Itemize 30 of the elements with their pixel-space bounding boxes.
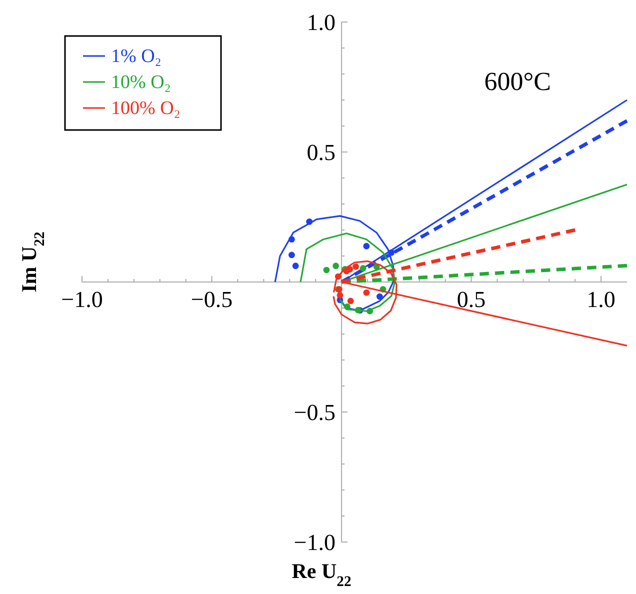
y-tick-label: −0.5 bbox=[294, 400, 336, 425]
point bbox=[336, 292, 344, 298]
point bbox=[363, 289, 370, 296]
point bbox=[352, 263, 359, 270]
point bbox=[292, 262, 299, 270]
y-tick-label: −1.0 bbox=[294, 530, 336, 555]
point bbox=[323, 266, 330, 274]
x-tick-label: −0.5 bbox=[190, 287, 233, 312]
y-tick-label: 1.0 bbox=[306, 10, 336, 35]
point bbox=[363, 242, 370, 250]
annotation: 600°C bbox=[484, 67, 552, 96]
point bbox=[344, 304, 350, 310]
x-tick-label: 1.0 bbox=[586, 287, 616, 312]
point bbox=[334, 273, 342, 280]
legend-label: 1% O₂ bbox=[111, 46, 162, 67]
x-tick-label: −1.0 bbox=[61, 287, 103, 312]
point bbox=[288, 252, 295, 258]
point bbox=[366, 308, 374, 314]
y-tick-label: 0.5 bbox=[306, 140, 336, 165]
legend-label: 100% O₂ bbox=[111, 98, 180, 119]
point bbox=[288, 236, 295, 243]
x-axis-title: Re U$_{22}$ bbox=[292, 559, 352, 590]
legend-label: 10% O₂ bbox=[111, 72, 171, 93]
point bbox=[360, 265, 366, 272]
point bbox=[306, 218, 313, 225]
x-tick-label: 0.5 bbox=[456, 287, 486, 312]
point bbox=[376, 293, 383, 300]
point bbox=[388, 249, 395, 256]
point bbox=[332, 262, 340, 270]
point bbox=[347, 298, 354, 304]
